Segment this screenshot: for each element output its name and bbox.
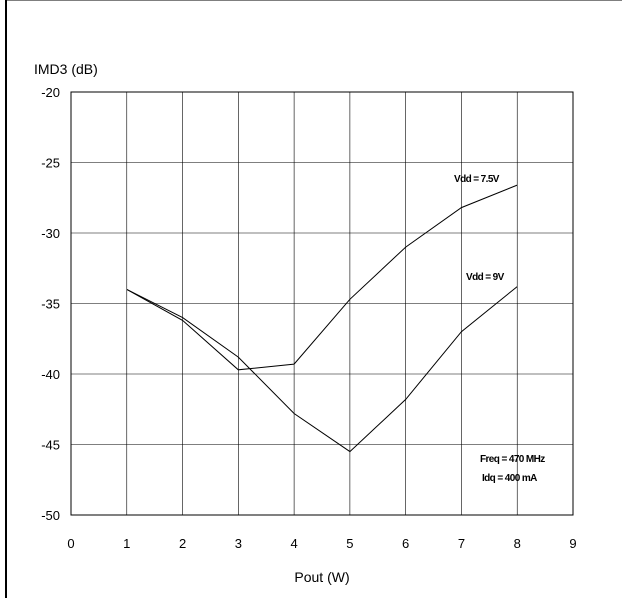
x-tick-label-8: 8	[514, 536, 521, 551]
y-tick-labels: -20 -25 -30 -35 -40 -45 -50	[41, 85, 60, 523]
x-tick-labels: 0 1 2 3 4 5 6 7 8 9	[67, 536, 576, 551]
x-tick-label-5: 5	[346, 536, 353, 551]
plot-area-frame	[70, 91, 574, 516]
x-tick-label-2: 2	[179, 536, 186, 551]
y-axis-label: IMD3 (dB)	[34, 61, 98, 77]
top-border	[7, 0, 622, 1]
series-lines	[126, 184, 518, 453]
series-line-0	[126, 184, 518, 371]
series-label-vdd-9v: Vdd = 9V	[466, 272, 505, 283]
freq-annotation: Freq = 470 MHz	[480, 454, 545, 465]
x-axis-label: Pout (W)	[294, 569, 349, 585]
grid-lines	[71, 92, 573, 515]
y-tick-label-2: -30	[41, 226, 60, 241]
x-tick-label-3: 3	[235, 536, 242, 551]
x-tick-label-9: 9	[569, 536, 576, 551]
y-tick-label-6: -50	[41, 508, 60, 523]
y-tick-label-3: -35	[41, 297, 60, 312]
x-tick-label-1: 1	[123, 536, 130, 551]
left-border	[5, 0, 7, 598]
series-line-1	[126, 286, 518, 453]
y-tick-label-4: -40	[41, 367, 60, 382]
y-tick-label-0: -20	[41, 85, 60, 100]
idq-annotation: Idq = 400 mA	[482, 473, 537, 484]
x-tick-label-4: 4	[290, 536, 297, 551]
y-tick-label-5: -45	[41, 438, 60, 453]
series-label-vdd-7-5v: Vdd = 7.5V	[454, 174, 500, 185]
y-tick-label-1: -25	[41, 156, 60, 171]
x-tick-label-7: 7	[458, 536, 465, 551]
x-tick-label-0: 0	[67, 536, 74, 551]
x-tick-label-6: 6	[402, 536, 409, 551]
